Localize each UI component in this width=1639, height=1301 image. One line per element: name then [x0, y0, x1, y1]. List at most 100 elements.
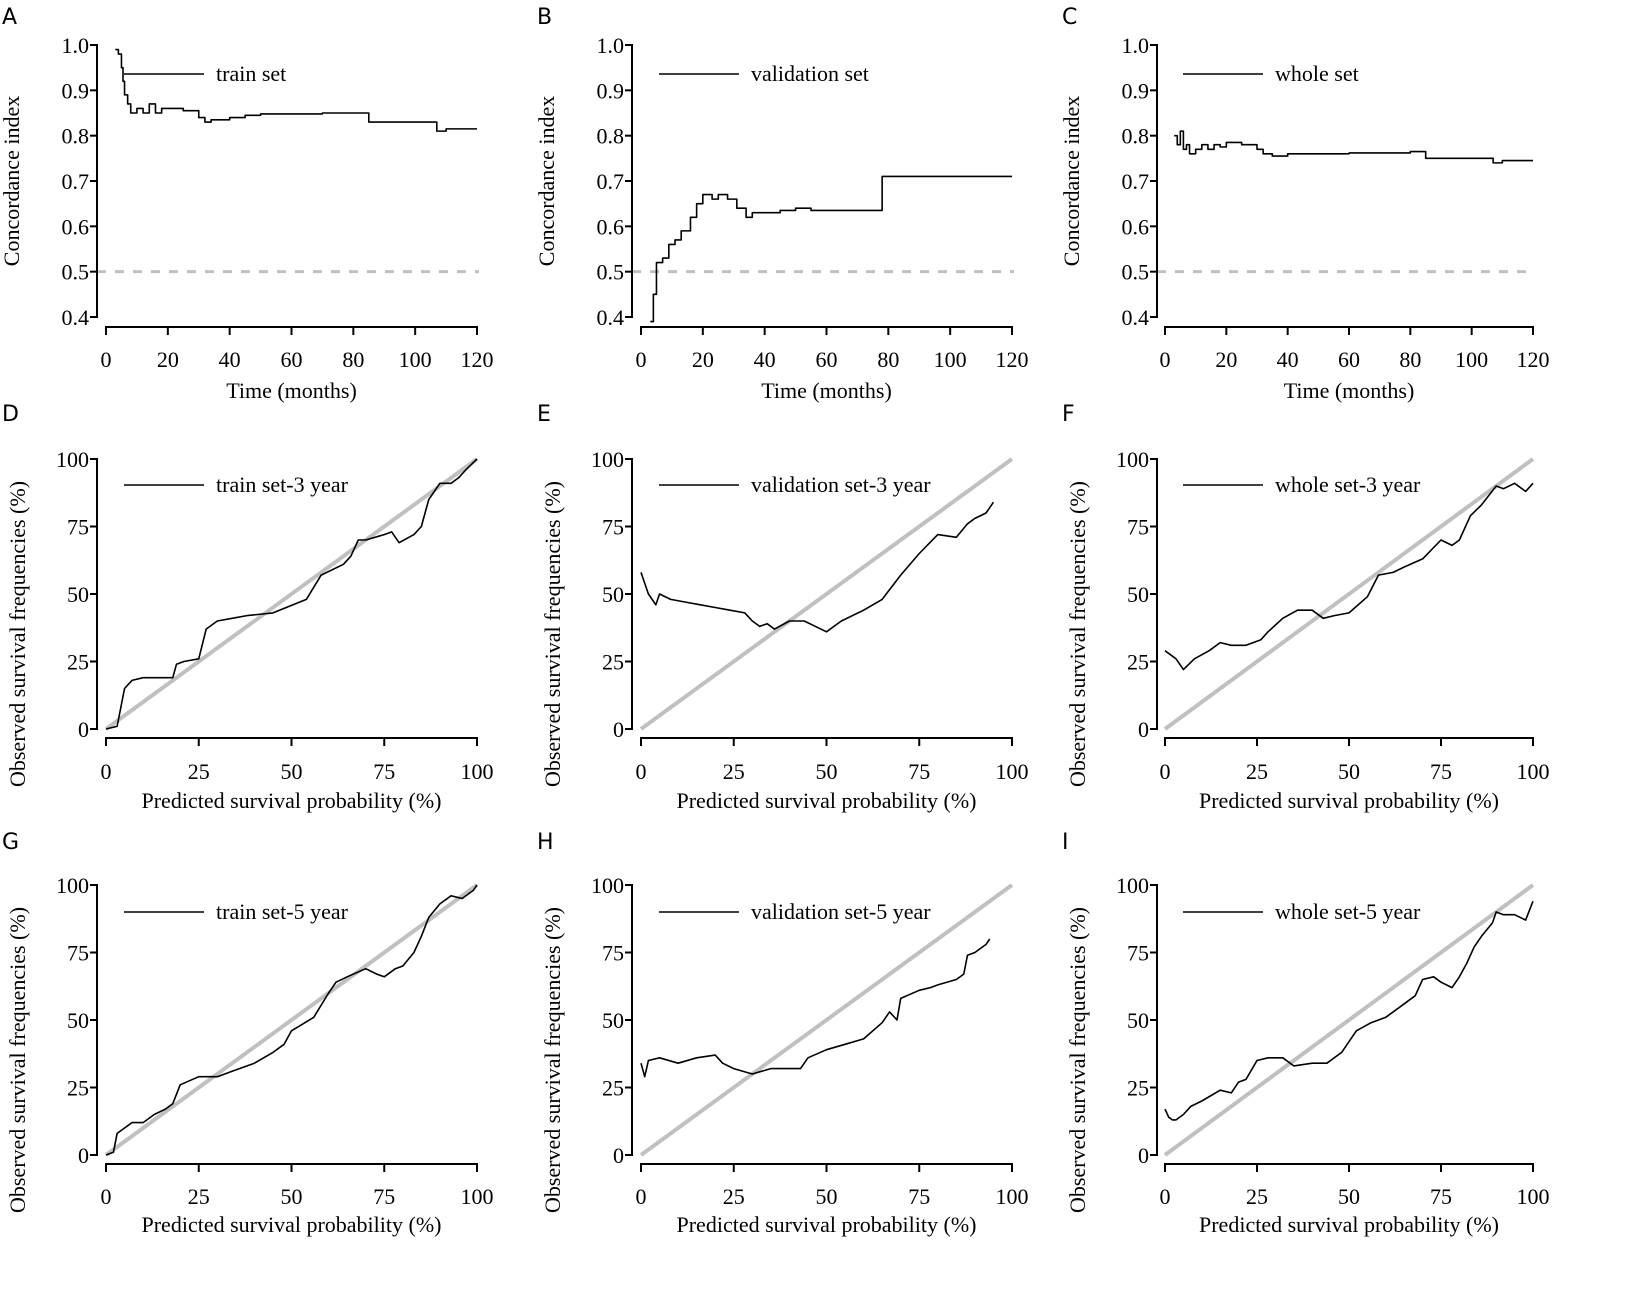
y-tick-label: 50 [67, 582, 89, 607]
x-tick-label: 0 [1160, 347, 1171, 372]
x-tick-label: 0 [1160, 1184, 1171, 1209]
y-tick-label: 0.5 [62, 260, 90, 285]
y-tick-label: 75 [602, 515, 624, 540]
y-tick-label: 75 [1127, 941, 1149, 966]
panel-g: G 0 25 50 75 100 0 25 50 75 100 Predicted survival … [2, 830, 494, 1237]
x-tick-label: 0 [101, 347, 112, 372]
x-tick-label: 40 [754, 347, 776, 372]
y-axis-title: Observed survival frequencies (%) [1065, 481, 1090, 787]
x-tick-label: 80 [342, 347, 364, 372]
x-tick-label: 100 [461, 1184, 494, 1209]
x-tick-label: 100 [1455, 347, 1488, 372]
legend-label: validation set [751, 61, 869, 86]
legend-label: train set-5 year [216, 899, 349, 924]
panel-letter: C [1062, 5, 1077, 30]
x-tick-label: 0 [636, 347, 647, 372]
y-tick-label: 0.8 [597, 124, 625, 149]
y-axis-title: Observed survival frequencies (%) [5, 481, 30, 787]
x-tick-label: 120 [996, 347, 1029, 372]
panel-h: H 0 25 50 75 100 0 25 50 75 100 Predicted survival … [537, 830, 1029, 1237]
panel-letter: I [1062, 830, 1069, 855]
x-tick-label: 100 [996, 759, 1029, 784]
x-tick-label: 75 [908, 759, 930, 784]
x-tick-label: 80 [877, 347, 899, 372]
legend-label: validation set-3 year [751, 472, 931, 497]
x-tick-label: 25 [1246, 759, 1268, 784]
y-tick-label: 0 [613, 717, 624, 742]
x-tick-label: 100 [1517, 1184, 1550, 1209]
x-tick-label: 25 [1246, 1184, 1268, 1209]
legend-label: train set-3 year [216, 472, 349, 497]
x-tick-label: 25 [188, 1184, 210, 1209]
x-tick-label: 50 [1338, 1184, 1360, 1209]
y-tick-label: 100 [56, 447, 89, 472]
panel-letter: E [537, 402, 551, 427]
panel-i: I 0 25 50 75 100 0 25 50 75 100 Predicted survival … [1062, 830, 1550, 1237]
x-tick-label: 75 [373, 1184, 395, 1209]
x-tick-label: 0 [636, 759, 647, 784]
panel-a: A 0.4 0.5 0.6 0.7 0.8 0.9 1.0 0 20 40 60 80 100 120 Tim… [0, 5, 494, 403]
y-axis-title: Concordance index [534, 96, 559, 266]
series-line [1164, 482, 1534, 671]
y-tick-label: 0.6 [1122, 214, 1150, 239]
y-tick-label: 100 [1116, 873, 1149, 898]
x-tick-label: 40 [219, 347, 241, 372]
x-tick-label: 120 [461, 347, 494, 372]
y-tick-label: 1.0 [1122, 33, 1150, 58]
x-tick-label: 80 [1399, 347, 1421, 372]
panel-letter: G [2, 830, 19, 855]
legend-label: whole set [1275, 61, 1359, 86]
y-tick-label: 0 [1138, 717, 1149, 742]
panel-f: F 0 25 50 75 100 0 25 50 75 100 Predicted survival … [1062, 402, 1550, 813]
reference-diagonal-line [104, 457, 479, 731]
x-tick-label: 0 [636, 1184, 647, 1209]
y-tick-label: 100 [591, 873, 624, 898]
reference-diagonal-line [639, 883, 1014, 1157]
x-axis-title: Predicted survival probability (%) [1199, 788, 1499, 813]
series-line [1164, 900, 1534, 1121]
y-tick-label: 25 [1127, 1076, 1149, 1101]
y-tick-label: 0.7 [597, 169, 625, 194]
series-line [650, 175, 1012, 323]
panel-c: C 0.4 0.5 0.6 0.7 0.8 0.9 1.0 0 20 40 60 80 100 120 Tim… [1059, 5, 1550, 403]
reference-diagonal-line [104, 883, 479, 1157]
y-tick-label: 25 [602, 1076, 624, 1101]
x-tick-label: 100 [1517, 759, 1550, 784]
y-tick-label: 75 [67, 515, 89, 540]
y-axis-title: Concordance index [0, 96, 24, 266]
reference-diagonal-line [639, 457, 1014, 731]
y-tick-label: 25 [67, 650, 89, 675]
y-tick-label: 50 [67, 1008, 89, 1033]
x-tick-label: 60 [816, 347, 838, 372]
series-line [105, 884, 478, 1156]
y-tick-label: 75 [1127, 515, 1149, 540]
legend-label: whole set-5 year [1275, 899, 1421, 924]
panel-letter: F [1062, 402, 1075, 427]
x-tick-label: 50 [281, 1184, 303, 1209]
y-tick-label: 0 [613, 1143, 624, 1168]
y-tick-label: 0.5 [597, 260, 625, 285]
y-axis-title: Observed survival frequencies (%) [540, 907, 565, 1213]
y-axis-title: Observed survival frequencies (%) [5, 907, 30, 1213]
x-axis-title: Predicted survival probability (%) [142, 788, 442, 813]
series-line [105, 458, 478, 730]
y-tick-label: 0.9 [62, 78, 90, 103]
y-tick-label: 0.6 [597, 214, 625, 239]
x-tick-label: 75 [908, 1184, 930, 1209]
x-tick-label: 0 [101, 1184, 112, 1209]
y-tick-label: 50 [1127, 582, 1149, 607]
y-tick-label: 100 [56, 873, 89, 898]
y-tick-label: 25 [67, 1076, 89, 1101]
x-tick-label: 120 [1517, 347, 1550, 372]
y-tick-label: 75 [602, 941, 624, 966]
y-tick-label: 50 [602, 1008, 624, 1033]
y-tick-label: 25 [1127, 650, 1149, 675]
y-tick-label: 0 [78, 717, 89, 742]
x-tick-label: 100 [461, 759, 494, 784]
y-axis-title: Observed survival frequencies (%) [540, 481, 565, 787]
y-tick-label: 0 [78, 1143, 89, 1168]
x-tick-label: 25 [723, 1184, 745, 1209]
y-tick-label: 0.5 [1122, 260, 1150, 285]
y-tick-label: 0 [1138, 1143, 1149, 1168]
